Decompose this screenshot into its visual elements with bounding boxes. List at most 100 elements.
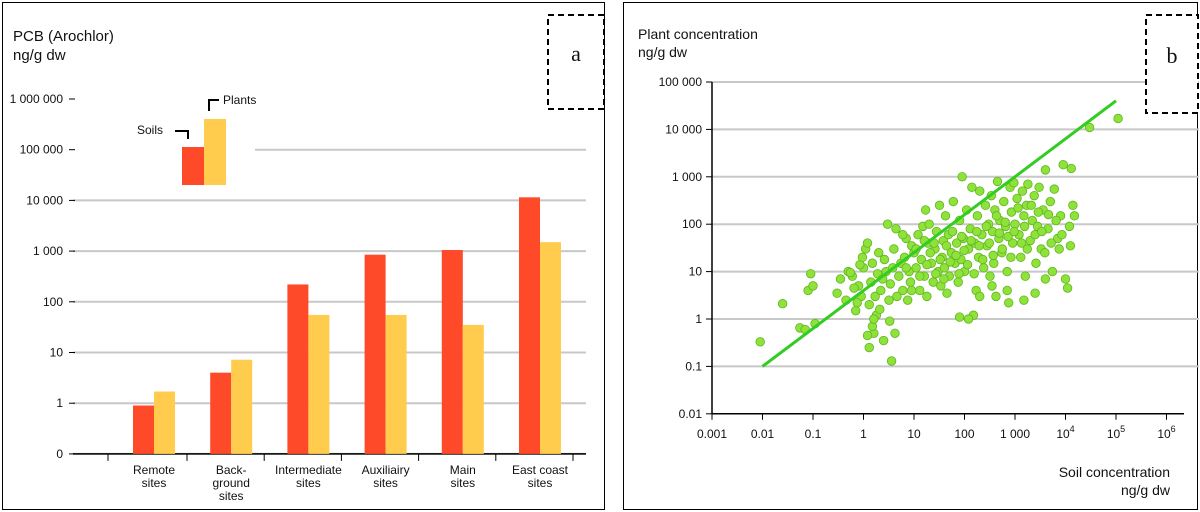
category-label: Back-ground sites — [213, 463, 250, 503]
scatter-point — [1047, 266, 1058, 277]
scatter-point — [981, 221, 991, 232]
scatter-point — [1062, 283, 1073, 293]
scatter-point — [886, 356, 897, 366]
scatter-point — [991, 211, 1002, 221]
scatter-point — [891, 224, 901, 234]
scatter-point — [832, 288, 842, 298]
panel-a-label-box: a — [547, 14, 605, 110]
scatter-point — [898, 285, 908, 296]
category-label: East coast sites — [512, 463, 569, 490]
xtick-label-b: 0.001 — [697, 427, 727, 441]
scatter-point — [935, 254, 945, 265]
ytick-label-b: 1 — [695, 312, 702, 326]
ytick-label-b: 100 — [682, 217, 702, 231]
xtick-label-b: 106 — [1157, 424, 1175, 441]
ytick-label-a: 100 000 — [20, 143, 64, 157]
ytick-label-a: 100 — [43, 295, 63, 309]
scatter-point — [915, 271, 925, 281]
scatter-point — [1023, 179, 1033, 189]
scatter-point — [889, 244, 899, 254]
scatter-point — [892, 291, 902, 302]
scatter-point — [925, 248, 935, 258]
ytick-label-a: 1 000 — [33, 244, 63, 258]
xtick-label-b: 10 — [907, 427, 921, 441]
scatter-point — [999, 196, 1009, 207]
scatter-point — [987, 281, 997, 291]
scatter-point — [1006, 207, 1017, 217]
scatter-point — [963, 314, 974, 324]
scatter-point — [951, 250, 961, 261]
scatter-point — [978, 254, 988, 265]
scatter-point — [992, 176, 1003, 187]
scatter-point — [1029, 190, 1039, 201]
scatter-point — [1019, 295, 1029, 305]
chart-b-unit: ng/g dw — [638, 44, 688, 60]
legend-bar-soils — [182, 147, 204, 185]
scatter-point — [1027, 215, 1037, 226]
scatter-point — [1046, 238, 1056, 248]
scatter-point — [867, 258, 878, 268]
scatter-point — [902, 295, 913, 305]
scatter-point — [1016, 238, 1027, 248]
scatter-point — [1031, 258, 1041, 268]
scatter-point — [1012, 193, 1022, 204]
chart-b-xlabel-line2: ng/g dw — [1121, 482, 1171, 498]
scatter-point — [959, 245, 969, 256]
scatter-point — [997, 244, 1007, 254]
scatter-point — [922, 259, 932, 270]
scatter-point — [1009, 226, 1019, 237]
scatter-point — [864, 300, 874, 310]
category-label: Auxiliairy sites — [362, 463, 410, 490]
scatter-point — [875, 304, 885, 315]
scatter-point — [945, 257, 955, 267]
scatter-point — [1051, 215, 1061, 226]
scatter-point — [884, 316, 895, 326]
scatter-point — [901, 263, 911, 273]
scatter-point — [980, 200, 991, 211]
scatter-point — [988, 250, 998, 261]
bar-soils — [287, 284, 309, 454]
scatter-point — [898, 230, 908, 240]
scatter-point — [857, 252, 868, 263]
scatter-point — [845, 267, 856, 278]
scatter-point — [991, 291, 1001, 302]
scatter-point — [885, 279, 896, 289]
scatter-point — [913, 230, 923, 240]
scatter-point — [852, 298, 862, 308]
scatter-point — [1026, 200, 1036, 211]
scatter-point — [928, 277, 938, 287]
scatter-point — [1040, 165, 1051, 175]
xtick-label-b: 105 — [1107, 424, 1125, 441]
scatter-point — [862, 238, 873, 248]
panel-b: Plant concentration ng/g dw 0.01 0.1 1 10 10… — [623, 2, 1199, 510]
scatter-point — [972, 226, 982, 237]
scatter-point — [969, 269, 979, 279]
scatter-point — [985, 271, 995, 281]
fit-line — [761, 99, 1117, 368]
ytick-label-a: 1 — [56, 396, 63, 410]
chart-a-unit: ng/g dw — [13, 47, 66, 64]
scatter-point — [975, 186, 985, 196]
scatter-point — [1019, 221, 1030, 232]
scatter-point — [882, 219, 893, 229]
chart-b: Plant concentration ng/g dw 0.010.111010… — [638, 14, 1199, 498]
xtick-label-b: 104 — [1056, 424, 1074, 441]
scatter-point — [884, 295, 894, 305]
chart-a: PCB (Arochlor) ng/g dw a 0 1 10 100 1 000 10 … — [10, 14, 605, 503]
scatter-point — [931, 269, 941, 279]
scatter-point — [1037, 226, 1047, 237]
scatter-point — [1084, 122, 1095, 133]
scatter-point — [777, 299, 788, 309]
scatter-point — [947, 226, 958, 237]
xtick-label-b: 0.1 — [805, 427, 822, 441]
scatter-point — [939, 274, 949, 284]
scatter-point — [911, 263, 921, 273]
bar-plants — [154, 391, 175, 454]
panel-a-label: a — [571, 41, 581, 66]
scatter-point — [1057, 230, 1067, 240]
scatter-point — [974, 241, 984, 251]
scatter-point — [1022, 244, 1032, 254]
scatter-point — [755, 337, 765, 347]
scatter-point — [1049, 184, 1059, 194]
bar-plants — [540, 242, 561, 454]
